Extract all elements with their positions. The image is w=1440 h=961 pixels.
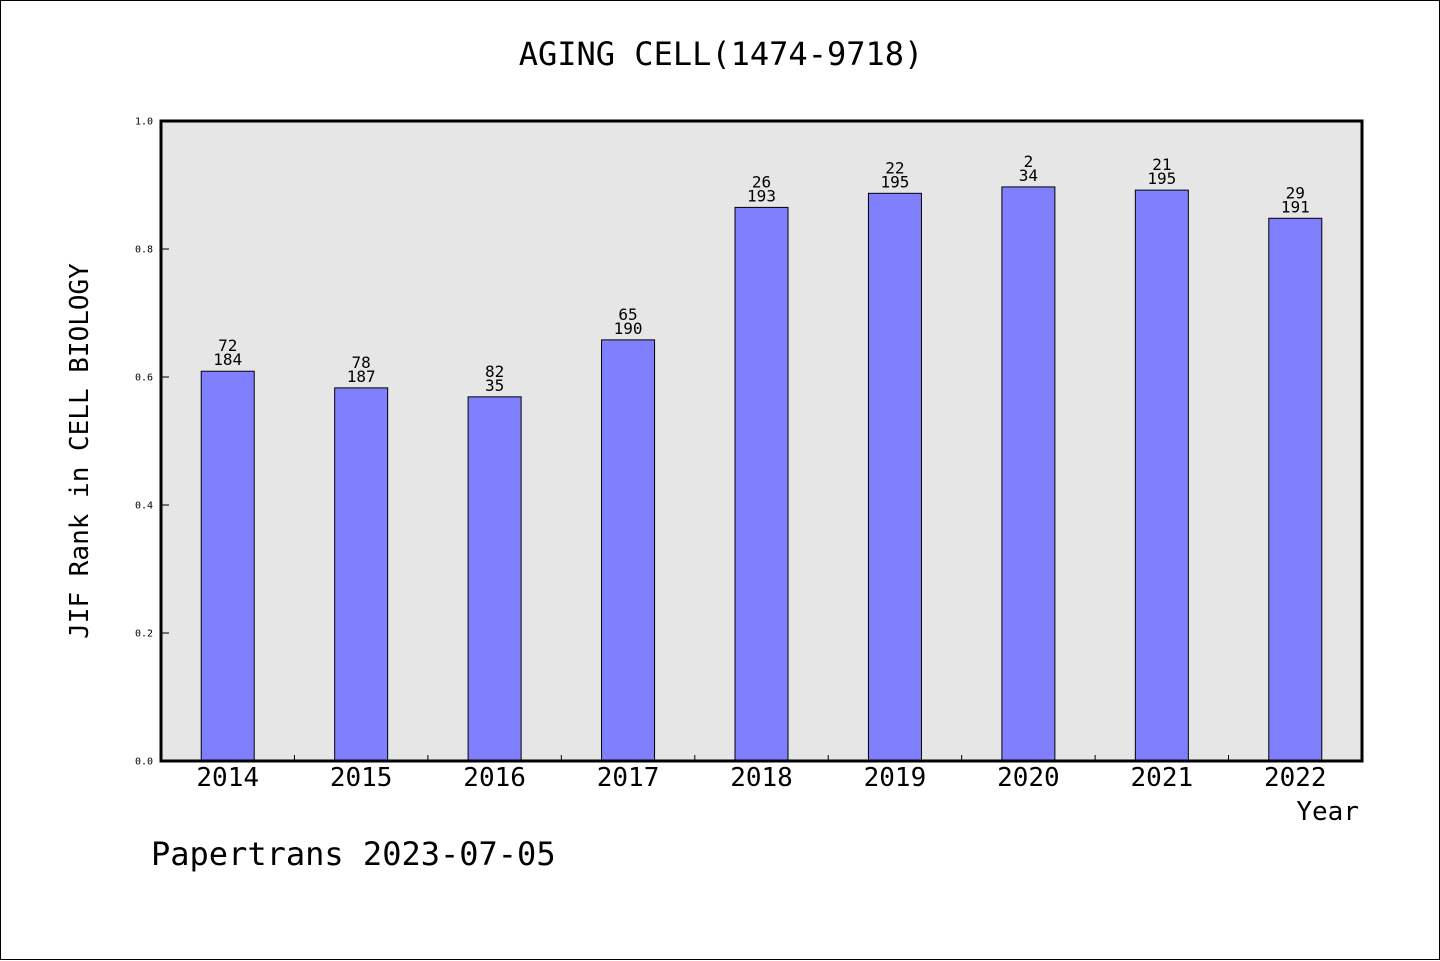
x-tick-label: 2015 [330,763,393,793]
bar [734,206,789,762]
y-tick-label: 1.0 [135,117,153,128]
bar [334,387,389,762]
x-tick-label: 2021 [1131,763,1194,793]
y-tick-label: 0.0 [135,757,153,768]
plot-border [159,119,1364,763]
bar-label-rank: 82 [485,362,504,381]
bar-label-rank: 22 [885,158,904,177]
bar-label-total: 35 [485,376,504,395]
x-tick-label: 2020 [997,763,1060,793]
footer-watermark: Papertrans 2023-07-05 [151,835,556,873]
bar-label-total: 34 [1019,166,1038,185]
x-axis-label: Year [1296,797,1359,827]
bar-label-rank: 65 [618,305,637,324]
bar-label-rank: 78 [352,353,371,372]
bar [867,192,922,762]
bar [601,339,656,762]
bar-label-total: 190 [614,319,643,338]
x-tick-label: 2016 [463,763,526,793]
y-tick-label: 0.2 [135,629,153,640]
bar-label-total: 184 [213,350,242,369]
x-tick-label: 2017 [597,763,660,793]
y-tick-label: 0.6 [135,373,153,384]
x-tick-label: 2019 [864,763,927,793]
bar-label-total: 195 [1147,169,1176,188]
bar-label-total: 191 [1281,197,1310,216]
bar-label-total: 187 [347,367,376,386]
x-tick-label: 2018 [730,763,793,793]
bar-label-total: 195 [880,172,909,191]
bar-label-rank: 26 [752,172,771,191]
bar-label-total: 193 [747,186,776,205]
x-tick-label: 2022 [1264,763,1327,793]
bar [200,370,255,762]
bar [1134,189,1189,762]
bar-label-rank: 29 [1286,183,1305,202]
bar [1001,186,1056,762]
x-tick-label: 2014 [196,763,259,793]
bar [467,396,522,762]
bar-label-rank: 2 [1024,152,1034,171]
bar [1268,217,1323,762]
y-tick-label: 0.4 [135,501,153,512]
chart-title: AGING CELL(1474-9718) [518,35,924,73]
bar-label-rank: 72 [218,336,237,355]
y-tick-label: 0.8 [135,245,153,256]
bar-label-rank: 21 [1152,155,1171,174]
